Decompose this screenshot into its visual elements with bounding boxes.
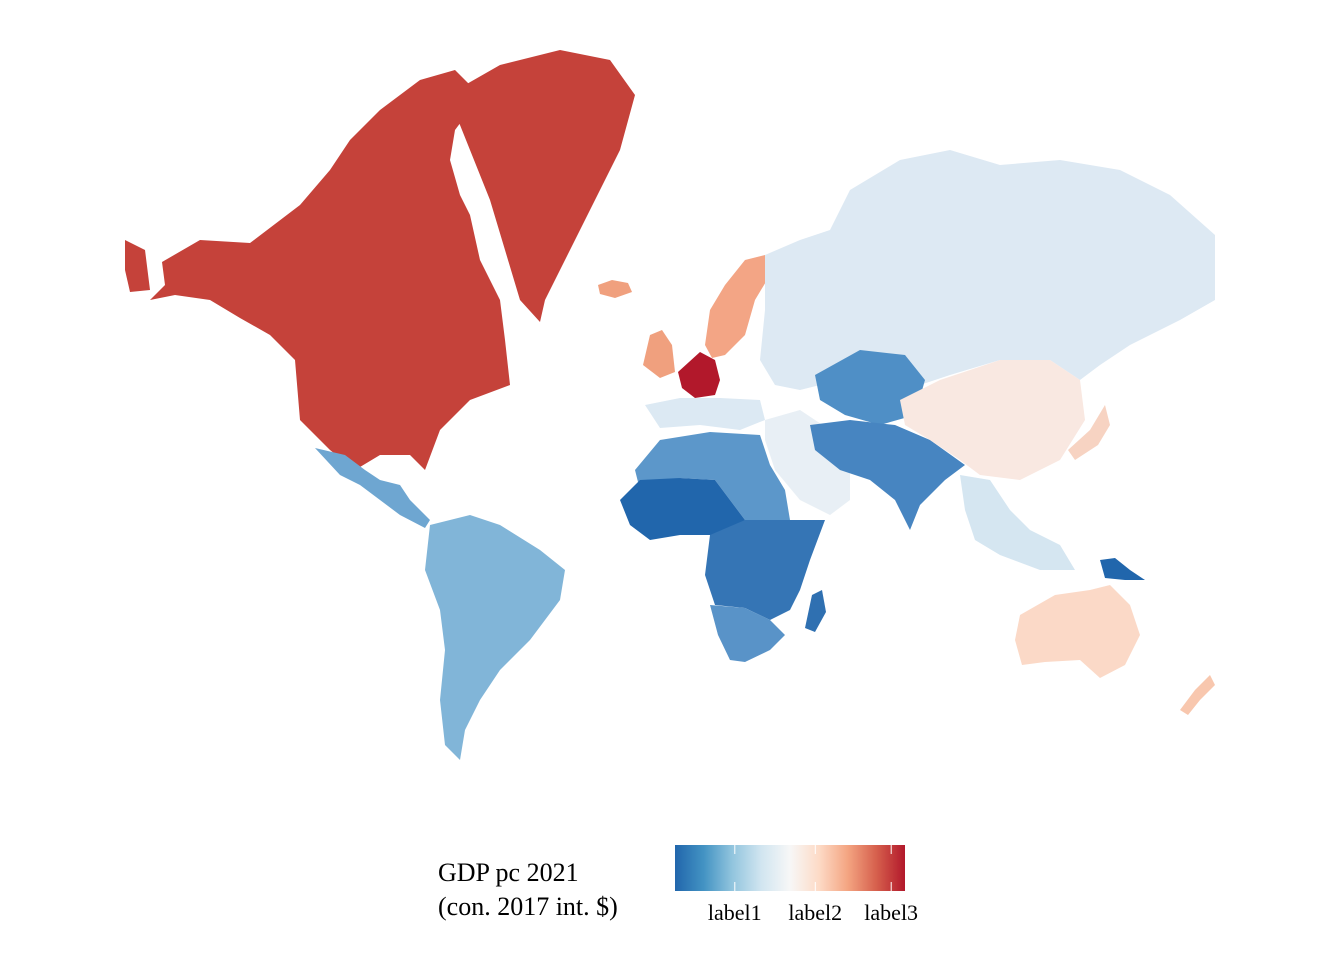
region-central-asia	[815, 350, 925, 425]
region-greenland	[458, 50, 635, 322]
region-iceland	[598, 280, 632, 298]
south-america	[425, 515, 565, 760]
region-russia	[760, 150, 1215, 390]
region-north-america	[150, 70, 510, 470]
region-north-africa	[635, 432, 790, 520]
region-central-europe	[678, 352, 720, 398]
legend-title: GDP pc 2021 (con. 2017 int. $)	[438, 856, 618, 924]
region-scandinavia	[705, 255, 770, 358]
region-new-zealand	[1180, 675, 1215, 715]
region-china	[900, 360, 1085, 480]
region-british-isles	[643, 330, 675, 378]
legend-tick-label-2: label2	[788, 900, 843, 925]
region-madagascar	[805, 590, 826, 632]
region-japan	[1068, 405, 1110, 460]
region-southeast-asia	[960, 475, 1075, 570]
region-australia	[1015, 585, 1140, 678]
legend-colorbar	[675, 845, 905, 891]
legend-title-line2: (con. 2017 int. $)	[438, 892, 618, 921]
north-america	[125, 50, 635, 528]
asia	[760, 150, 1215, 570]
region-west-africa	[620, 478, 745, 545]
oceania	[1015, 558, 1215, 715]
africa	[620, 432, 826, 662]
region-south-america	[425, 515, 565, 760]
region-south-asia	[810, 420, 965, 530]
region-central-america	[315, 448, 430, 528]
region-southern-africa	[710, 605, 785, 662]
region-southern-europe	[645, 398, 765, 430]
europe	[598, 255, 770, 430]
region-papua-new-guinea	[1100, 558, 1145, 580]
colorbar-gradient	[675, 845, 905, 891]
legend-tick-label-3: label3	[864, 900, 919, 925]
legend-tick-label-1: label1	[707, 900, 762, 925]
world-choropleth-map	[125, 50, 1215, 760]
legend-title-line1: GDP pc 2021	[438, 858, 579, 887]
region-alaska-tip	[125, 240, 150, 292]
region-central-east-africa	[705, 520, 825, 620]
